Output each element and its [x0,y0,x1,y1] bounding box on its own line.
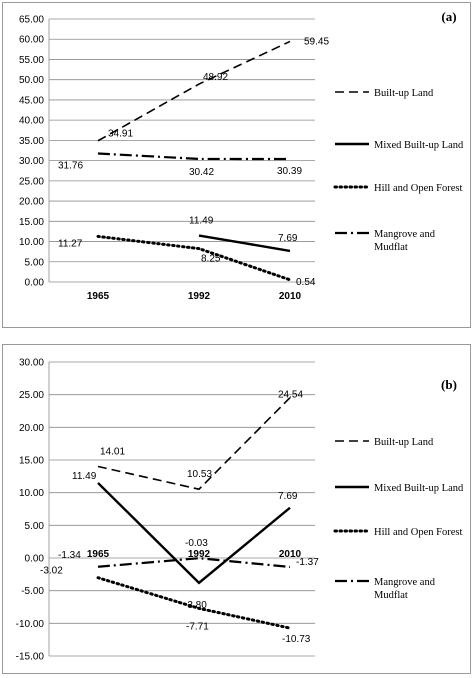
x-tick-label: 2010 [279,291,302,302]
legend-label: Hill and Open Forest [374,183,462,194]
x-tick-label: 1965 [87,291,110,302]
data-label: 7.69 [278,491,298,502]
y-tick-label: 0.00 [25,278,45,289]
y-tick-label: 5.00 [25,521,45,532]
y-tick-label: 15.00 [19,217,44,228]
legend-label: Mixed Built-up Land [374,140,464,151]
series-line [97,557,291,569]
data-label: -3.02 [40,566,63,577]
data-label: 31.76 [58,160,83,171]
data-label: 14.01 [100,446,125,457]
chart-panel-b: -15.00 -10.00 -5.00 0.00 5.00 10.00 15.00 20.00… [2,344,471,674]
x-tick-label: 1965 [87,549,110,560]
chart-b-svg: -15.00 -10.00 -5.00 0.00 5.00 10.00 15.00 20.00… [16,358,464,663]
y-tick-label: -10.00 [16,619,45,630]
data-label: 24.54 [278,390,303,401]
series-line [97,482,291,585]
series-line [96,576,292,630]
panel-label: (a) [441,9,456,24]
data-label: 11.27 [58,238,83,249]
legend-label: Mangrove and Mudflat [374,229,436,253]
y-tick-label: 15.00 [19,456,44,467]
y-tick-label: 30.00 [19,156,44,167]
series-line [97,152,291,161]
series-line [198,234,291,253]
data-label: 7.69 [278,233,298,244]
y-tick-label: -15.00 [16,652,45,663]
y-tick-label: -5.00 [21,586,44,597]
data-label: 11.49 [72,471,97,482]
y-tick-label: 20.00 [19,423,44,434]
data-label: 8.25 [201,254,221,265]
chart-panel-a: 0.00 5.00 10.00 15.00 20.00 25.00 30.00 35.00 40… [2,2,471,328]
legend-label: Hill and Open Forest [374,527,462,538]
legend-label: Mixed Built-up Land [374,483,464,494]
y-tick-label: 55.00 [19,55,44,66]
data-label: 30.39 [277,166,302,177]
y-tick-label: 10.00 [19,488,44,499]
y-tick-label: 60.00 [19,35,44,46]
data-label: -1.37 [296,557,319,568]
data-label: 0.54 [296,277,316,288]
x-tick-label: 1992 [188,291,211,302]
data-label: -7.71 [186,621,209,632]
series-line [97,397,291,491]
x-tick-label: 1992 [188,549,211,560]
y-tick-label: 0.00 [25,554,45,565]
x-tick-label: 2010 [279,549,302,560]
data-label: 10.53 [187,469,212,480]
y-tick-label: 65.00 [19,15,44,26]
y-tick-label: 35.00 [19,136,44,147]
y-tick-label: 20.00 [19,197,44,208]
series-line [96,234,292,282]
y-tick-label: 25.00 [19,176,44,187]
data-label: 30.42 [189,167,214,178]
data-label: -10.73 [282,634,311,645]
legend-label: Built-up Land [374,88,434,99]
y-tick-label: 40.00 [19,116,44,127]
y-tick-label: 10.00 [19,237,44,248]
y-tick-label: 45.00 [19,95,44,106]
data-label: 59.45 [304,36,329,47]
series-line [97,40,291,142]
y-tick-label: 5.00 [25,257,45,268]
legend-label: Built-up Land [374,437,434,448]
data-label: 48.92 [203,72,228,83]
data-label: -3.80 [184,600,207,611]
y-tick-label: 30.00 [19,358,44,369]
data-label: -0.03 [185,538,208,549]
legend-label: Mangrove and Mudflat [374,577,436,601]
data-label: 34.91 [108,129,133,140]
chart-a-svg: 0.00 5.00 10.00 15.00 20.00 25.00 30.00 35.00 40… [19,9,464,302]
panel-label: (b) [441,377,457,392]
data-label: -1.34 [58,550,81,561]
y-tick-label: 50.00 [19,75,44,86]
y-tick-label: 25.00 [19,390,44,401]
data-label: 11.49 [189,216,214,227]
